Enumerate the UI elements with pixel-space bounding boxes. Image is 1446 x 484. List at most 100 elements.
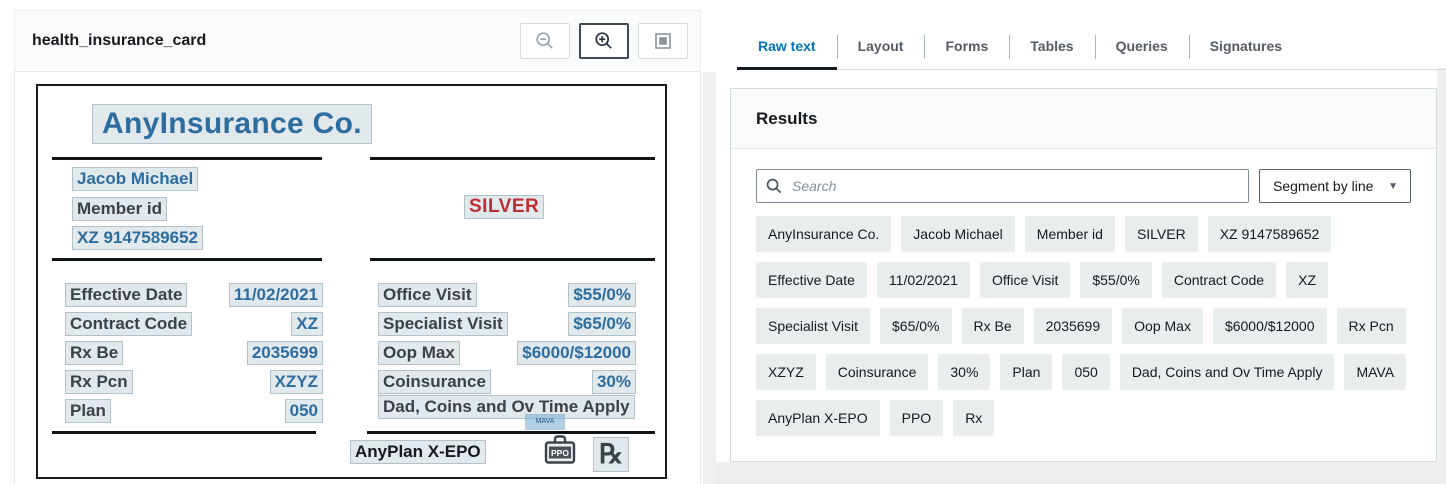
result-chip[interactable]: Rx [953,400,995,436]
chip-row: XZYZ Coinsurance 30% Plan 050 Dad, Coins and … [756,354,1411,390]
card-field-row: Plan 050 [66,396,322,425]
card-tiny-note: MAVA [526,415,564,429]
card-company-name: AnyInsurance Co. [93,105,371,143]
tab-signatures[interactable]: Signatures [1188,25,1303,70]
result-chip[interactable]: Jacob Michael [901,216,1015,252]
card-divider [370,157,655,160]
result-chip[interactable]: Rx Be [961,308,1024,344]
card-field-value: $55/0% [569,283,635,306]
panel-scrollbar-gutter [703,72,716,484]
card-member-name: Jacob Michael [73,168,198,190]
result-chip[interactable]: 050 [1062,354,1110,390]
results-header: Results [731,89,1436,149]
rx-symbol-icon: ℞ [594,438,629,471]
card-field-value: $6000/$12000 [518,341,635,364]
result-chip[interactable]: MAVA [1344,354,1407,390]
card-field-label: Contract Code [66,312,192,335]
card-field-label: Rx Pcn [66,370,132,393]
card-field-value: XZ [292,312,322,335]
chip-row: AnyInsurance Co. Jacob Michael Member id SI… [756,216,1411,252]
ppo-briefcase-icon: PPO [542,432,578,466]
card-field-row: Rx Pcn XZYZ [66,367,322,396]
card-right-fields: Office Visit $55/0% Specialist Visit $65/0%… [379,280,635,396]
segment-dropdown[interactable]: Segment by line ▼ [1259,169,1411,203]
result-chip[interactable]: XZYZ [756,354,816,390]
tabs: Raw text Layout Forms Tables Queries Signatur… [737,25,1446,70]
tab-tables[interactable]: Tables [1009,25,1094,70]
card-field-value: 050 [285,399,322,422]
card-field-label: Specialist Visit [379,312,507,335]
segment-dropdown-label: Segment by line [1273,178,1374,194]
results-body: Segment by line ▼ AnyInsurance Co.Jacob … [731,149,1436,436]
page-background [716,462,1437,484]
result-chip[interactable]: SILVER [1124,216,1198,252]
card-field-label: Coinsurance [379,370,490,393]
document-viewport[interactable]: AnyInsurance Co. Jacob Michael Member id… [15,72,700,484]
result-chip[interactable]: 2035699 [1033,308,1113,344]
card-field-value: 30% [592,370,635,393]
result-chip[interactable]: PPO [889,400,944,436]
result-chip[interactable]: 30% [938,354,991,390]
card-field-row: Oop Max $6000/$12000 [379,338,635,367]
zoom-toolbar [520,23,688,59]
result-chip[interactable]: Oop Max [1122,308,1203,344]
results-title: Results [756,108,818,128]
card-member-id-label: Member id [73,198,167,220]
search-input[interactable] [790,177,1240,195]
search-icon [765,177,783,195]
result-chip[interactable]: Coinsurance [825,354,929,390]
card-field-label: Oop Max [379,341,459,364]
tab-queries[interactable]: Queries [1094,25,1189,70]
card-divider [370,258,655,261]
zoom-out-button[interactable] [520,23,570,59]
card-field-row: Effective Date 11/02/2021 [66,280,322,309]
result-chip[interactable]: Specialist Visit [756,308,871,344]
result-chip[interactable]: AnyInsurance Co. [756,216,892,252]
card-divider [52,157,322,160]
result-chip[interactable]: Plan [1000,354,1053,390]
card-left-fields: Effective Date 11/02/2021 Contract Code XZ R… [66,280,322,425]
result-chip[interactable]: $6000/$12000 [1212,308,1327,344]
card-field-row: Specialist Visit $65/0% [379,309,635,338]
result-chip[interactable]: AnyPlan X-EPO [756,400,880,436]
zoom-in-icon [593,30,615,52]
result-chip[interactable]: XZ [1286,262,1328,298]
chip-row: Effective Date 11/02/2021 Office Visit $55/… [756,262,1411,298]
result-chip[interactable]: XZ 9147589652 [1207,216,1332,252]
search-box[interactable] [756,169,1249,203]
document-title: health_insurance_card [32,32,207,49]
card-divider [52,431,316,434]
card-footnote: Dad, Coins and Ov Time Apply [379,396,634,418]
card-field-label: Plan [66,399,110,422]
card-field-value: $65/0% [569,312,635,335]
fit-view-icon [653,31,673,51]
result-chip[interactable]: Rx Pcn [1336,308,1406,344]
result-chip[interactable]: Member id [1024,216,1115,252]
card-divider [52,258,322,261]
result-chip[interactable]: 11/02/2021 [876,262,970,298]
result-chip[interactable]: $65/0% [880,308,952,344]
card-field-value: 11/02/2021 [229,283,322,306]
result-chip[interactable]: Effective Date [756,262,867,298]
card-field-row: Rx Be 2035699 [66,338,322,367]
card-divider [367,431,655,434]
card-field-row: Office Visit $55/0% [379,280,635,309]
insurance-card-image: AnyInsurance Co. Jacob Michael Member id… [36,84,667,479]
tab-raw-text[interactable]: Raw text [737,25,837,70]
card-field-value: XZYZ [270,370,322,393]
result-chip[interactable]: $55/0% [1080,262,1152,298]
result-chip[interactable]: Office Visit [979,262,1071,298]
card-field-row: Contract Code XZ [66,309,322,338]
result-chip[interactable]: Dad, Coins and Ov Time Apply [1119,354,1335,390]
card-field-row: Coinsurance 30% [379,367,635,396]
tab-layout[interactable]: Layout [836,25,925,70]
card-tier-badge: SILVER [465,196,544,218]
result-chip[interactable]: Contract Code [1161,262,1277,298]
zoom-in-button[interactable] [579,23,629,59]
card-field-value: 2035699 [247,341,322,364]
card-field-label: Effective Date [66,283,187,306]
fit-view-button[interactable] [638,23,688,59]
card-field-label: Office Visit [379,283,476,306]
ppo-label: PPO [551,448,569,458]
tab-forms[interactable]: Forms [924,25,1009,70]
